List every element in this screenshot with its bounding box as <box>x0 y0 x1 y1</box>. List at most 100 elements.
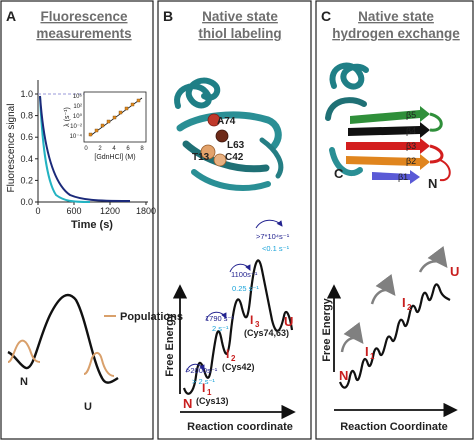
state-i2-c-sub: 2 <box>407 303 412 312</box>
energy-y-label-b: Free Energy <box>164 312 176 376</box>
energy-curve-c <box>338 283 451 389</box>
fluorescence-plot: 1.0 0.8 0.6 0.4 0.2 0.0 0 600 1200 1800 … <box>6 80 156 231</box>
state-n-c: N <box>339 368 348 383</box>
energy-x-label-b: Reaction coordinate <box>187 421 293 433</box>
panel-b-title-line1: Native state <box>202 9 278 24</box>
rate-2: 1790 s⁻¹ 2 s⁻¹ <box>205 311 234 333</box>
state-i1-c-letter: I <box>365 344 369 359</box>
rate-4-reverse: <0.1 s⁻¹ <box>262 244 290 253</box>
state-i1-b: I 1 (Cys13) <box>196 381 229 406</box>
population-N-peak <box>7 339 41 363</box>
strand-b1-label: β1 <box>398 172 408 182</box>
state-i2-c-letter: I <box>402 295 406 310</box>
panel-b: B Native state thiol labeling A74 L63 T1… <box>157 0 312 440</box>
inset-y-tick-1e0: 10⁰ <box>73 113 83 120</box>
rate-2-forward: 1790 s⁻¹ <box>205 314 234 323</box>
residue-c42-sphere <box>213 153 227 167</box>
residue-t13-sphere <box>200 144 216 160</box>
panel-c-title-line1: Native state <box>358 9 434 24</box>
inset-x-tick-2: 2 <box>98 146 102 152</box>
state-i3-b: I 3 (Cys74,63) <box>244 313 289 338</box>
strand-b1 <box>372 170 420 184</box>
state-i3-b-note: (Cys74,63) <box>244 328 289 338</box>
y-tick-0.2: 0.2 <box>20 175 33 185</box>
strand-b4 <box>348 122 430 138</box>
panel-a: A Fluorescence measurements 1.0 0.8 0.6 … <box>0 0 183 440</box>
populations-label: Populations <box>120 311 183 323</box>
rate-4: >7*10⁴s⁻¹ <0.1 s⁻¹ <box>255 219 290 253</box>
y-axis-label: Fluorescence signal <box>6 104 17 193</box>
residue-l63: L63 <box>227 140 245 151</box>
transition-arrow-3 <box>418 246 448 273</box>
residue-t13: T13 <box>192 152 210 163</box>
rate-3-reverse: 0.25 s⁻¹ <box>232 284 259 293</box>
y-tick-0.6: 0.6 <box>20 132 33 142</box>
state-i1-b-letter: I <box>202 381 205 395</box>
inset-markers <box>88 98 141 137</box>
inset-x-tick-0: 0 <box>84 146 88 152</box>
state-u-b: U <box>284 314 293 329</box>
strand-b3 <box>346 138 430 154</box>
panel-b-title-line2: thiol labeling <box>198 26 281 41</box>
inset-y-label: λ (s⁻¹) <box>64 107 71 127</box>
rate-1-reverse: > 2 s⁻¹ <box>192 377 215 386</box>
landscape-curve <box>7 293 119 384</box>
energy-diagram-c: Free Energy Reaction Coordinate N I 1 I … <box>321 246 459 433</box>
y-tick-0.8: 0.8 <box>20 111 33 121</box>
x-tick-1800: 1800 <box>136 206 156 216</box>
residue-l63-sphere <box>215 129 229 143</box>
energy-x-label-c: Reaction Coordinate <box>340 421 448 433</box>
slow-decay-curve <box>39 95 131 202</box>
protein-structure-c: β5 β4 β3 β2 β1 C N <box>325 62 451 191</box>
population-landscape: Populations N U <box>7 293 183 413</box>
transition-arrow-1 <box>340 322 364 353</box>
rate-3: 1100s⁻¹ 0.25 s⁻¹ <box>229 263 259 293</box>
protein-structure-b: A74 L63 T13 C42 <box>174 77 284 191</box>
inset-y-tick-1e2: 10² <box>73 104 82 110</box>
y-tick-1.0: 1.0 <box>20 89 33 99</box>
inset-x-label: [GdnHCl] (M) <box>94 154 135 161</box>
fast-decay-curve <box>39 95 91 203</box>
state-i2-b-sub: 2 <box>231 354 236 363</box>
state-U-label: U <box>84 401 92 413</box>
population-U-peak <box>83 352 115 377</box>
state-u-c: U <box>450 264 459 279</box>
panel-a-title-line1: Fluorescence <box>40 9 128 24</box>
inset-y-tick-1e-2: 10⁻² <box>70 124 82 130</box>
panel-c-letter: C <box>321 8 331 24</box>
state-i2-b-note: (Cys42) <box>222 362 255 372</box>
residue-c42: C42 <box>225 152 244 163</box>
y-tick-0.4: 0.4 <box>20 154 33 164</box>
energy-diagram-b: Free Energy Reaction coordinate N I 1 (C… <box>164 219 296 433</box>
panel-a-title-line2: measurements <box>36 26 131 41</box>
inset-x-tick-4: 4 <box>112 146 116 152</box>
strand-b5-label: β5 <box>406 110 416 120</box>
state-n-b: N <box>183 396 192 411</box>
state-i3-b-sub: 3 <box>255 320 260 329</box>
panel-a-letter: A <box>6 8 16 24</box>
terminus-c: C <box>334 166 344 181</box>
x-tick-1200: 1200 <box>100 206 120 216</box>
x-tick-0: 0 <box>35 206 40 216</box>
rate-1: >2000s⁻¹ > 2 s⁻¹ <box>185 363 218 386</box>
x-axis-label: Time (s) <box>71 219 113 231</box>
x-tick-600: 600 <box>66 206 81 216</box>
inset-x-tick-8: 8 <box>140 146 144 152</box>
inset-plot: 10⁶ 10² 10⁰ 10⁻² 10⁻⁴ λ (s⁻¹) 0 2 4 6 8 … <box>64 91 147 161</box>
inset-y-tick-1e6: 10⁶ <box>73 93 83 100</box>
state-i1-b-sub: 1 <box>207 388 212 397</box>
residue-a74-sphere <box>207 113 221 127</box>
energy-y-label-c: Free Energy <box>321 297 333 361</box>
state-N-label: N <box>20 376 28 388</box>
state-i1-b-note: (Cys13) <box>196 396 229 406</box>
strand-b4-label: β4 <box>406 126 416 136</box>
rate-4-forward: >7*10⁴s⁻¹ <box>256 232 290 241</box>
transition-arrow-2 <box>370 274 396 305</box>
state-i1-c-sub: 1 <box>370 352 375 361</box>
rate-2-reverse: 2 s⁻¹ <box>212 324 229 333</box>
state-i2-c: I 2 <box>402 295 412 312</box>
strand-b2 <box>346 154 430 170</box>
terminus-n: N <box>428 176 437 191</box>
state-i2-b: I 2 (Cys42) <box>222 347 255 372</box>
y-tick-0.0: 0.0 <box>20 197 33 207</box>
